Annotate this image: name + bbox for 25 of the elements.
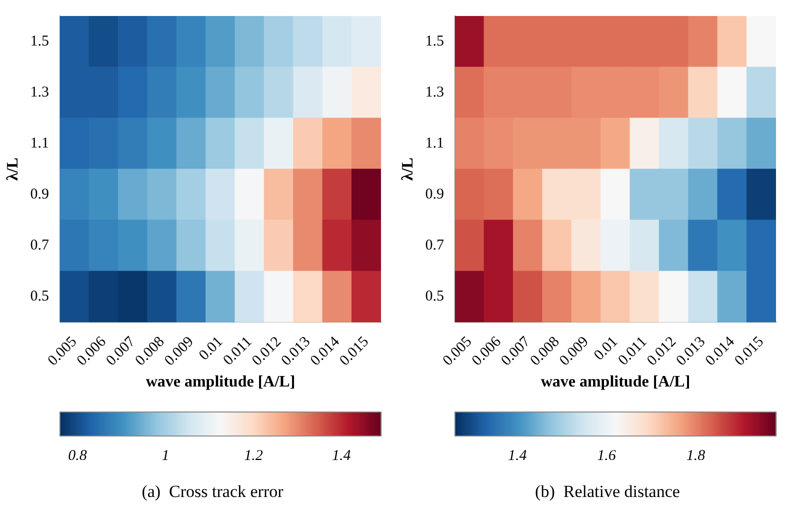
y-tick-label: 1.1 [30,136,49,152]
color-bar-label: 0.8 [68,448,88,464]
y-tick-label: 0.9 [425,186,444,203]
color-bar-label: 1.8 [686,448,706,464]
y-tick-label: 0.5 [30,288,49,305]
color-bar-label: 1.6 [597,448,616,464]
x-axis-title: wave amplitude [A/L] [540,374,690,391]
y-tick-label: 1.5 [425,33,444,50]
text: (a) Cross track error [140,482,284,502]
y-tick-label: 0.5 [425,288,444,305]
x-axis-title: wave amplitude [A/L] [146,374,296,391]
text: (b) Relative distance [534,482,681,502]
y-tick-label: 0.7 [30,238,50,254]
color-bar-label: 1.4 [332,448,352,464]
y-tick-label: 0.7 [425,238,444,254]
y-tick-label: 0.9 [30,186,49,203]
y-axis-title: λ/L [400,158,417,181]
y-axis-title: λ/L [4,158,22,181]
y-tick-label: 1.3 [425,84,444,100]
y-tick-label: 1.1 [425,136,444,152]
color-bar-label: 1.4 [508,448,528,464]
y-tick-label: 1.5 [30,33,49,50]
color-bar-label: 1 [162,448,170,464]
color-bar-label: 1.2 [244,448,264,464]
y-tick-label: 1.3 [30,84,49,100]
